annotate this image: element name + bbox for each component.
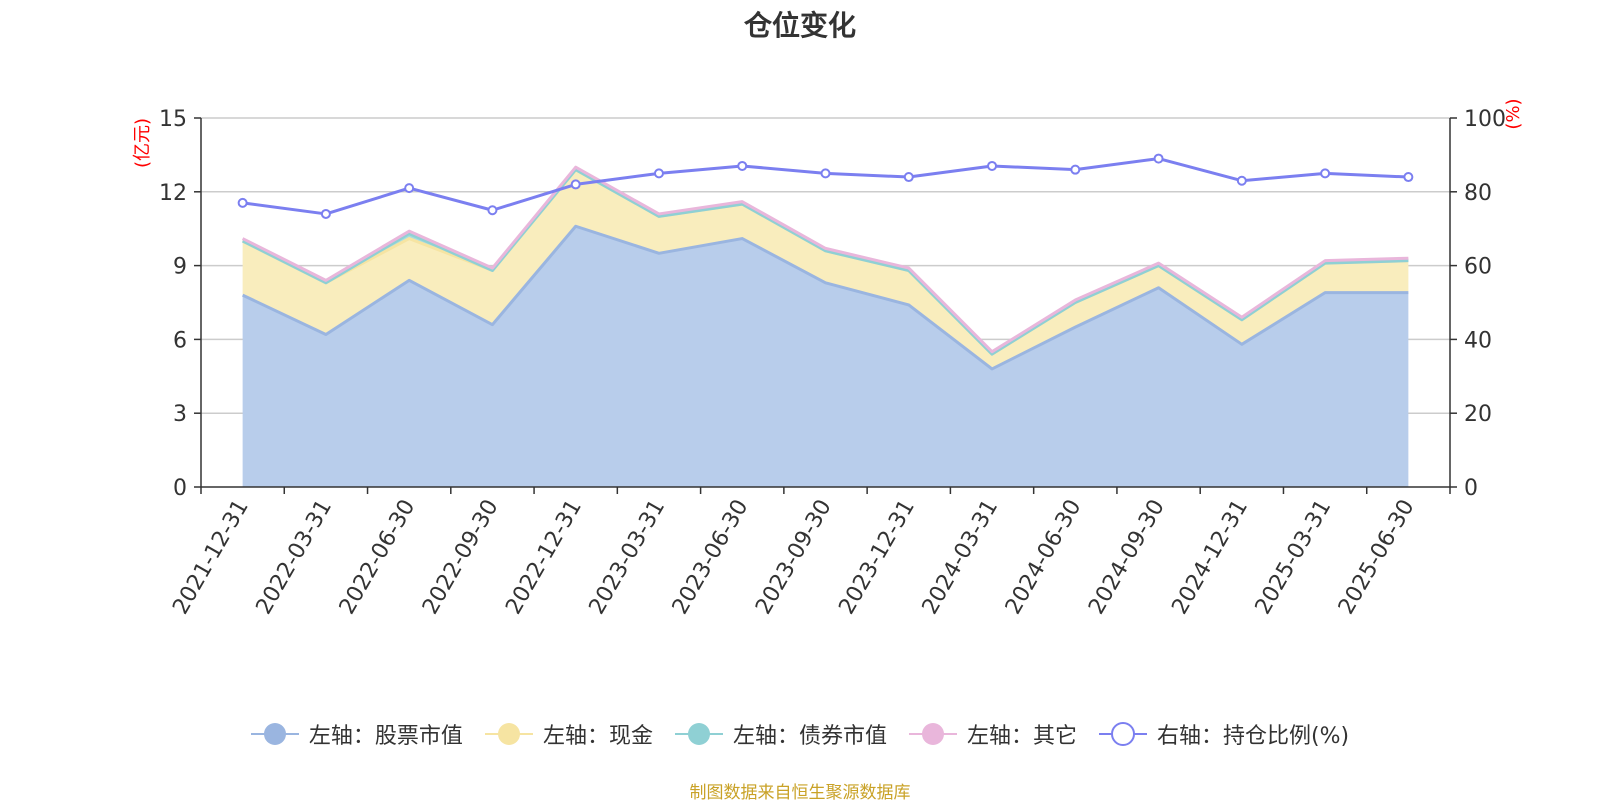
x-tick-label: 2022-09-30 — [418, 496, 504, 619]
x-tick-label: 2024-09-30 — [1084, 496, 1170, 619]
x-tick-label: 2025-03-31 — [1251, 496, 1337, 619]
ratio-point — [1403, 172, 1414, 183]
right-tick-label: 80 — [1464, 181, 1492, 206]
legend-item[interactable]: 右轴：持仓比例(%) — [1098, 718, 1350, 750]
area-左轴：现金 — [242, 169, 1409, 369]
legend-label: 左轴：现金 — [542, 724, 653, 749]
ratio-point — [1320, 168, 1331, 179]
legend-marker-icon — [250, 723, 299, 745]
ratio-point — [237, 197, 248, 208]
x-tick-label: 2022-12-31 — [501, 496, 587, 619]
x-tick-label: 2024-12-31 — [1167, 496, 1253, 619]
right-tick-label: 0 — [1464, 476, 1478, 501]
ratio-point — [653, 168, 664, 179]
legend-label: 左轴：其它 — [966, 724, 1077, 749]
ratio-point — [404, 183, 415, 194]
legend-item[interactable]: 左轴：股票市值 — [250, 718, 463, 750]
series-lines — [241, 157, 1409, 371]
left-tick-label: 6 — [173, 328, 187, 353]
line-ratio — [242, 157, 1409, 216]
right-tick-label: 100 — [1464, 107, 1506, 132]
legend-label: 右轴：持仓比例(%) — [1156, 724, 1350, 749]
x-tick-label: 2025-06-30 — [1334, 496, 1420, 619]
legend-marker-icon — [908, 723, 957, 745]
ratio-point — [737, 160, 748, 171]
ratio-point — [820, 168, 831, 179]
ratio-point — [987, 160, 998, 171]
x-tick-label: 2023-03-31 — [585, 496, 671, 619]
ratio-point — [903, 172, 914, 183]
legend-marker-icon — [484, 723, 533, 745]
left-tick-label: 9 — [173, 255, 187, 280]
source-note: 制图数据来自恒生聚源数据库 — [689, 783, 911, 803]
left-tick-label: 3 — [173, 402, 187, 427]
ratio-point — [487, 205, 498, 216]
x-tick-label: 2023-12-31 — [834, 496, 920, 619]
x-tick-label: 2023-09-30 — [751, 496, 837, 619]
x-tick-label: 2024-06-30 — [1001, 496, 1087, 619]
line-左轴：股票市值 — [241, 224, 1409, 371]
ratio-point — [1236, 175, 1247, 186]
x-tick-label: 2023-06-30 — [668, 496, 754, 619]
x-tick-label: 2022-03-31 — [252, 496, 338, 619]
ratio-point — [1070, 164, 1081, 175]
ratio-point — [1153, 153, 1164, 164]
right-tick-label: 20 — [1464, 402, 1492, 427]
ratio-points — [237, 153, 1414, 219]
legend-item[interactable]: 左轴：现金 — [484, 718, 653, 750]
right-tick-label: 40 — [1464, 328, 1492, 353]
legend-marker-icon — [674, 723, 723, 745]
ratio-point — [320, 208, 331, 219]
line-左轴：债券市值 — [241, 168, 1409, 356]
left-tick-label: 12 — [159, 181, 187, 206]
area-左轴：股票市值 — [242, 226, 1409, 488]
legend: 左轴：股票市值 左轴：现金 左轴：债券市值 左轴：其它 右轴：持仓比例(%) — [0, 718, 1600, 750]
legend-label: 左轴：股票市值 — [308, 724, 463, 749]
chart-title: 仓位变化 — [743, 9, 856, 42]
left-axis-unit: (亿元) — [132, 118, 153, 168]
stacked-areas — [242, 167, 1409, 488]
legend-marker-icon — [1098, 722, 1147, 746]
left-tick-label: 15 — [159, 107, 187, 132]
line-左轴：其它 — [241, 165, 1409, 354]
x-tick-label: 2022-06-30 — [335, 496, 421, 619]
right-tick-label: 60 — [1464, 255, 1492, 280]
legend-label: 左轴：债券市值 — [732, 724, 887, 749]
legend-item[interactable]: 左轴：债券市值 — [674, 718, 887, 750]
left-tick-label: 0 — [173, 476, 187, 501]
ratio-point — [570, 179, 581, 190]
legend-item[interactable]: 左轴：其它 — [908, 718, 1077, 750]
x-tick-label: 2024-03-31 — [918, 496, 1004, 619]
x-tick-label: 2021-12-31 — [168, 496, 254, 619]
right-axis-unit: (%) — [1503, 98, 1524, 129]
